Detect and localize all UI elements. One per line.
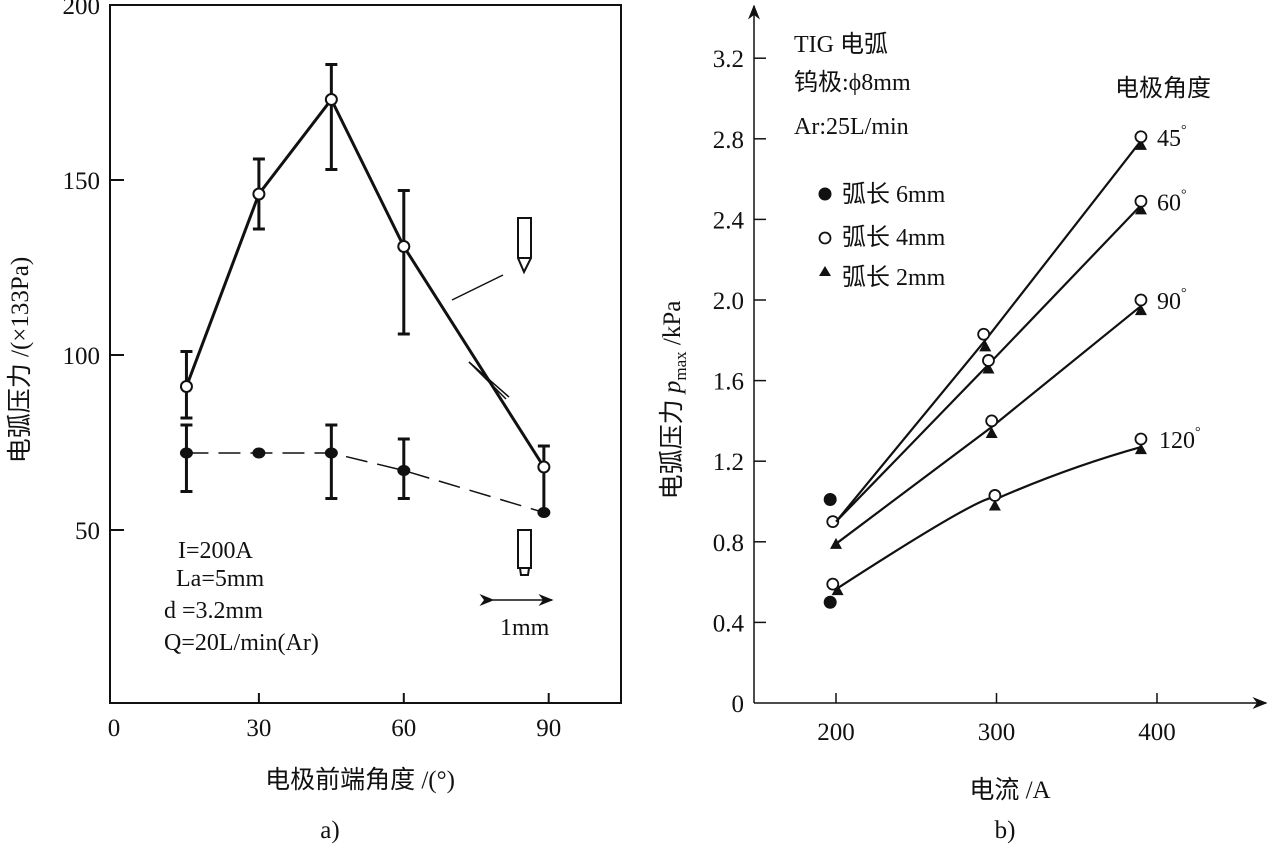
data-point-open — [397, 240, 411, 253]
data-point-open — [537, 460, 551, 474]
y-tick-label-b: 0 — [732, 691, 745, 718]
info-electrode: 钨极:ϕ8mm — [794, 69, 911, 96]
data-point-triangle — [979, 340, 992, 352]
leader-line-truncated — [468, 361, 507, 400]
annotation-diameter: d =3.2mm — [164, 598, 263, 624]
data-point-filled — [324, 447, 338, 459]
x-tick-label-b: 400 — [1138, 719, 1176, 746]
data-point-open — [1134, 293, 1148, 307]
chart-b: 200 300 400 0 0.4 0.8 1.2 1.6 2.0 2.4 2.8 3.2 电流 /A… — [658, 4, 1268, 844]
y-tick-label-a: 100 — [63, 343, 101, 370]
data-point-filled — [537, 507, 551, 518]
y-axis-label-a: 电弧压力 /(×133Pa) — [6, 257, 34, 463]
data-point-open — [985, 414, 999, 428]
data-point-triangle — [1134, 443, 1147, 455]
series-label-60deg: 60° — [1157, 187, 1187, 216]
series-line-120deg — [837, 446, 1142, 590]
data-point-open — [1134, 194, 1148, 208]
data-point-triangle — [830, 537, 842, 549]
y-tick-label-b: 2.8 — [713, 127, 744, 154]
data-point-open — [826, 515, 840, 529]
y-tick-label-b: 3.2 — [713, 46, 744, 73]
info-gas: Ar:25L/min — [794, 114, 909, 140]
annotation-1mm: 1mm — [500, 615, 550, 641]
y-tick-label-a: 50 — [75, 518, 100, 545]
data-point-open — [252, 187, 266, 201]
series-label-120deg: 120° — [1159, 425, 1201, 454]
data-point-filled — [252, 447, 266, 459]
y-tick-label-b: 1.2 — [713, 449, 744, 476]
data-point-triangle — [1134, 203, 1147, 215]
legend-label-2mm: 弧长 2mm — [842, 264, 946, 291]
series-line-truncated — [186, 452, 545, 514]
panel-label-a: a) — [320, 817, 339, 844]
legend-label-6mm: 弧长 6mm — [842, 181, 946, 208]
panel-label-b: b) — [995, 817, 1016, 844]
data-point-open — [324, 93, 338, 106]
data-point-open — [982, 354, 995, 367]
x-axis-label-b: 电流 /A — [969, 776, 1050, 804]
data-point-open — [988, 489, 1002, 502]
series-line-pointed — [185, 96, 546, 468]
y-tick-label-b: 2.0 — [713, 288, 744, 315]
data-point-triangle — [831, 584, 844, 596]
legend-marker-open-circle — [818, 231, 832, 245]
x-tick-label-a: 30 — [246, 715, 271, 742]
chart-a: 0 30 60 90 50 100 150 200 电极前端角度 /(°) 电弧压力 /(×1… — [6, 0, 622, 844]
data-point-filled — [397, 465, 411, 476]
annotation-flow: Q=20L/min(Ar) — [164, 630, 319, 656]
y-tick-label-b: 2.4 — [713, 207, 745, 234]
y-tick-label-b: 0.4 — [713, 610, 745, 637]
data-point-filled — [823, 595, 837, 609]
legend-title: 电极角度 — [1115, 75, 1211, 102]
x-tick-label-a: 90 — [536, 715, 561, 742]
data-point-open — [1134, 130, 1148, 144]
data-point-filled — [823, 492, 837, 506]
legend-marker-filled-circle — [818, 187, 832, 201]
legend: 弧长 6mm 弧长 4mm 弧长 2mm — [818, 181, 946, 291]
legend-label-4mm: 弧长 4mm — [842, 224, 946, 251]
data-point-triangle — [982, 362, 995, 374]
data-point-open — [826, 577, 840, 591]
data-point-filled — [179, 447, 193, 459]
x-tick-label-b: 200 — [817, 719, 855, 746]
pointed-electrode-icon — [451, 217, 532, 301]
y-tick-label-a: 150 — [63, 168, 101, 195]
legend-marker-triangle — [819, 266, 831, 276]
series-label-90deg: 90° — [1157, 286, 1187, 315]
y-axis-label-b: 电弧压力 pmax /kPa — [658, 301, 690, 500]
y-tick-label-b: 1.6 — [713, 369, 744, 396]
y-tick-label-a: 200 — [63, 0, 101, 20]
x-axis-label-a: 电极前端角度 /(°) — [265, 766, 455, 794]
data-point-triangle — [988, 499, 1001, 511]
x-tick-label-b: 300 — [978, 719, 1016, 746]
data-point-triangle — [985, 426, 998, 438]
data-point-triangle — [1134, 304, 1147, 316]
x-tick-label-a: 0 — [108, 715, 121, 742]
data-point-open — [977, 327, 991, 341]
annotation-arc-length: La=5mm — [176, 566, 265, 592]
data-point-open — [1134, 432, 1148, 446]
data-point-triangle — [1134, 138, 1147, 150]
info-arc-type: TIG 电弧 — [794, 31, 888, 58]
x-tick-label-a: 60 — [391, 715, 416, 742]
y-tick-label-b: 0.8 — [713, 530, 744, 557]
data-point-open — [179, 380, 193, 393]
series-label-45deg: 45° — [1157, 123, 1187, 152]
annotation-current: I=200A — [178, 538, 254, 564]
